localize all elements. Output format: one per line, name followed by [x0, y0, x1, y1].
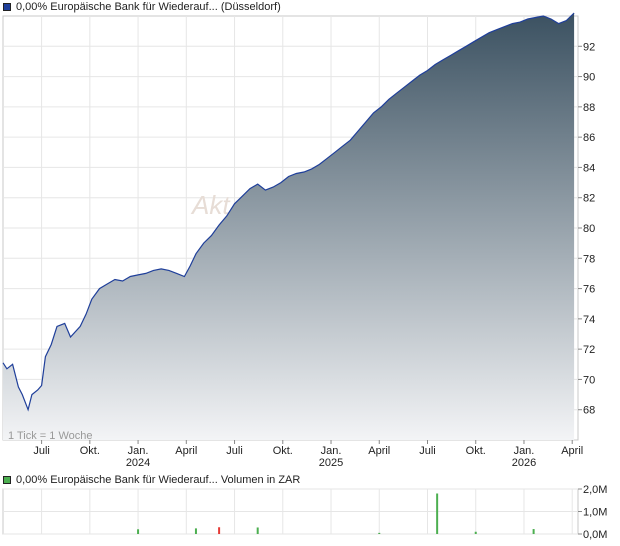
volume-bars: [137, 493, 535, 534]
price-x-tick-label: Jan.: [321, 445, 342, 457]
volume-gridlines: [3, 488, 578, 535]
price-y-tick-label: 82: [583, 193, 595, 205]
volume-chart-legend: 0,00% Europäische Bank für Wiederauf... …: [3, 473, 300, 487]
price-x-tick-label: Okt.: [80, 445, 100, 457]
price-x-tick-label: Jan.: [128, 445, 149, 457]
price-legend-label: 0,00% Europäische Bank für Wiederauf... …: [16, 1, 281, 13]
price-x-tick-label: Juli: [419, 445, 436, 457]
price-x-year-label: 2026: [512, 457, 536, 469]
price-y-tick-label: 76: [583, 284, 595, 296]
price-y-axis: 68 70 72 74 76 78 80 82 84 86 88 90 92: [578, 41, 595, 417]
price-x-tick-label: April: [561, 445, 583, 457]
volume-y-axis: 0,0M 1,0M 2,0M: [578, 484, 607, 541]
volume-bar: [474, 531, 477, 534]
volume-bar: [137, 529, 140, 534]
price-x-year-label: 2024: [126, 457, 150, 469]
price-series-line: [2, 12, 575, 412]
price-y-tick-label: 92: [583, 41, 595, 53]
price-area-fill: [3, 13, 575, 440]
volume-bar: [256, 527, 259, 534]
price-y-tick-label: 74: [583, 314, 595, 326]
price-x-tick-label: April: [368, 445, 390, 457]
price-y-tick-label: 90: [583, 72, 595, 84]
price-y-tick-label: 80: [583, 223, 595, 235]
volume-bar: [436, 493, 439, 534]
price-y-tick-label: 70: [583, 374, 595, 386]
price-y-tick-label: 84: [583, 162, 595, 174]
watermark-text: Akt: [190, 190, 231, 220]
price-x-year-label: 2025: [319, 457, 343, 469]
price-series-swatch: [3, 3, 11, 11]
price-x-tick-label: Jan.: [514, 445, 535, 457]
volume-series-swatch: [3, 476, 11, 484]
tick-interval-note: 1 Tick = 1 Woche: [8, 430, 92, 442]
price-area: [2, 12, 575, 440]
price-x-tick-label: Juli: [226, 445, 243, 457]
price-x-tick-label: Juli: [33, 445, 50, 457]
price-x-tick-label: Okt.: [466, 445, 486, 457]
volume-bar: [218, 527, 221, 534]
volume-y-tick-label: 1,0M: [583, 507, 607, 519]
price-y-tick-label: 88: [583, 102, 595, 114]
price-chart-legend: 0,00% Europäische Bank für Wiederauf... …: [3, 0, 281, 14]
volume-legend-label: 0,00% Europäische Bank für Wiederauf... …: [16, 474, 301, 486]
volume-bar: [532, 529, 535, 534]
volume-bar: [194, 528, 197, 534]
price-y-tick-label: 72: [583, 344, 595, 356]
volume-bar: [378, 532, 381, 534]
price-x-tick-label: Okt.: [273, 445, 293, 457]
price-y-tick-label: 86: [583, 132, 595, 144]
price-y-tick-label: 78: [583, 253, 595, 265]
price-y-tick-label: 68: [583, 405, 595, 417]
price-x-tick-label: April: [175, 445, 197, 457]
volume-y-tick-label: 2,0M: [583, 484, 607, 496]
volume-y-tick-label: 0,0M: [583, 529, 607, 541]
